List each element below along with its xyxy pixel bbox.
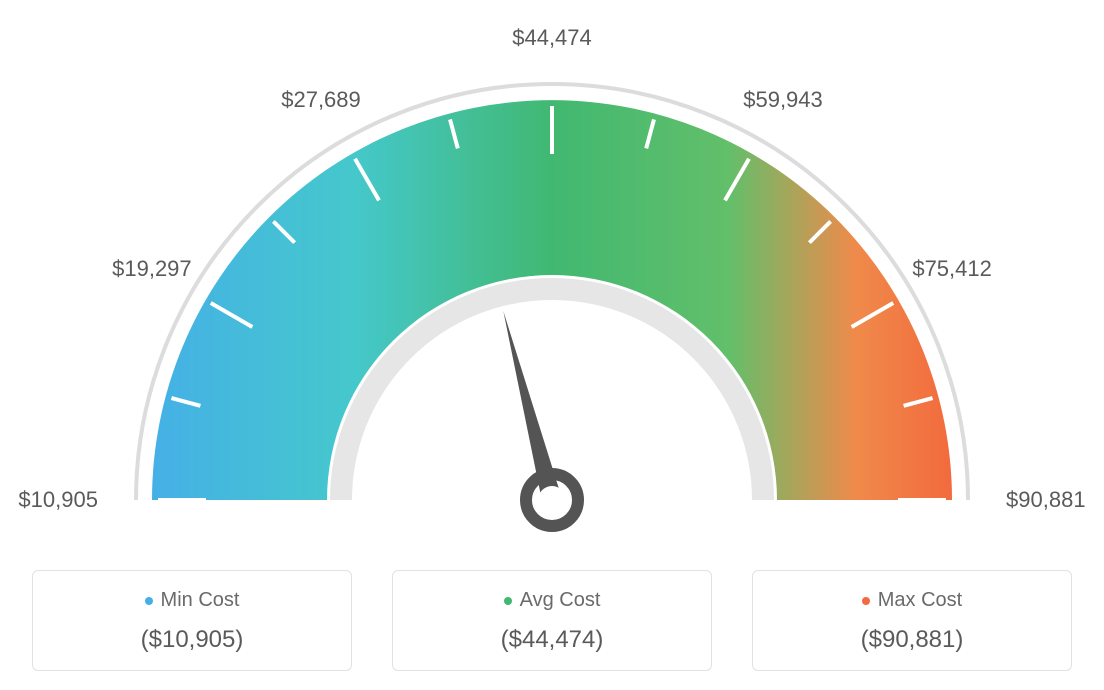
dot-icon — [504, 597, 512, 605]
gauge-tick-label: $44,474 — [512, 25, 592, 51]
legend-card-avg: Avg Cost ($44,474) — [392, 570, 712, 671]
legend-row: Min Cost ($10,905) Avg Cost ($44,474) Ma… — [0, 570, 1104, 671]
dot-icon — [145, 597, 153, 605]
gauge-tick-label: $59,943 — [743, 87, 823, 113]
legend-title-text: Min Cost — [161, 589, 240, 612]
legend-title-avg: Avg Cost — [504, 589, 601, 612]
gauge-tick-label: $10,905 — [18, 487, 98, 513]
legend-title-text: Avg Cost — [520, 589, 601, 612]
gauge-tick-label: $75,412 — [912, 256, 992, 282]
legend-value-max: ($90,881) — [763, 626, 1061, 654]
gauge-tick-label: $90,881 — [1006, 487, 1086, 513]
gauge-tick-label: $19,297 — [112, 256, 192, 282]
legend-card-max: Max Cost ($90,881) — [752, 570, 1072, 671]
legend-title-text: Max Cost — [878, 589, 962, 612]
dot-icon — [862, 597, 870, 605]
gauge-tick-label: $27,689 — [281, 87, 361, 113]
legend-card-min: Min Cost ($10,905) — [32, 570, 352, 671]
gauge-chart: $10,905 $19,297 $27,689 $44,474 $59,943 $75,4… — [0, 0, 1104, 560]
legend-title-min: Min Cost — [145, 589, 240, 612]
legend-value-min: ($10,905) — [43, 626, 341, 654]
legend-title-max: Max Cost — [862, 589, 962, 612]
legend-value-avg: ($44,474) — [403, 626, 701, 654]
